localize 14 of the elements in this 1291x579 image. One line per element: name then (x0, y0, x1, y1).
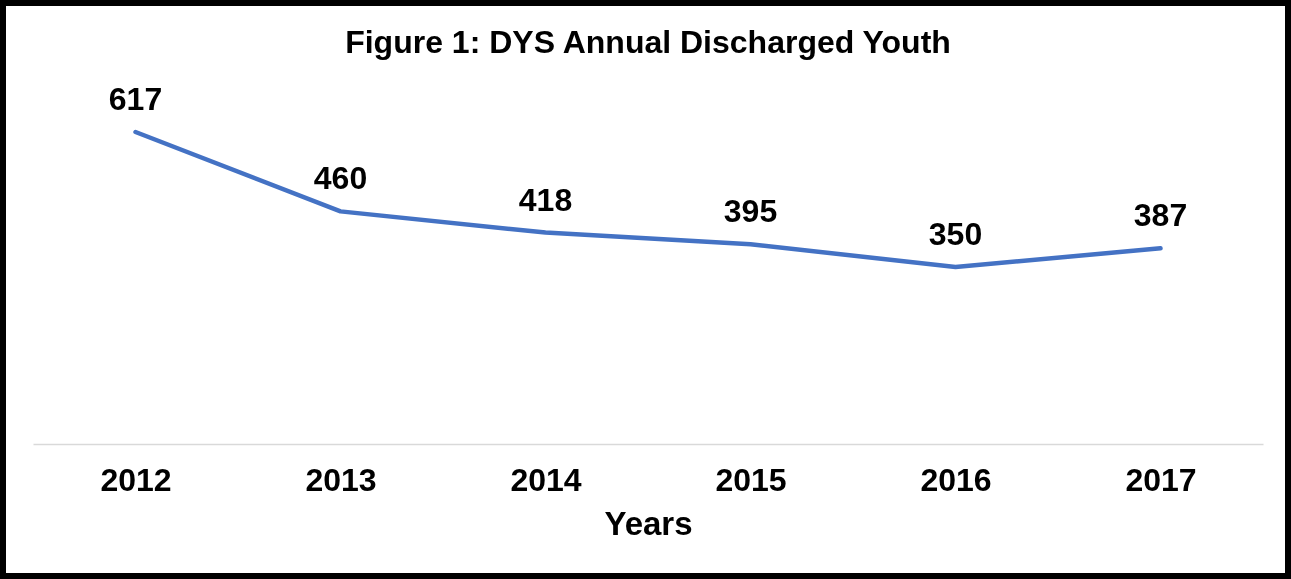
chart-title: Figure 1: DYS Annual Discharged Youth (345, 23, 951, 60)
data-label: 418 (518, 181, 573, 218)
x-tick-label: 2016 (920, 461, 992, 498)
data-label: 350 (928, 216, 983, 252)
data-label: 395 (723, 193, 778, 230)
x-tick-label: 2015 (715, 461, 787, 498)
x-tick-label: 2017 (1125, 461, 1197, 498)
x-tick-label: 2012 (100, 461, 172, 498)
data-label: 387 (1133, 197, 1188, 234)
data-label: 460 (313, 160, 368, 197)
x-tick-label: 2013 (305, 461, 377, 498)
x-axis-title: Years (604, 504, 693, 542)
x-tick-label: 2014 (510, 461, 582, 498)
data-label: 617 (108, 80, 163, 117)
